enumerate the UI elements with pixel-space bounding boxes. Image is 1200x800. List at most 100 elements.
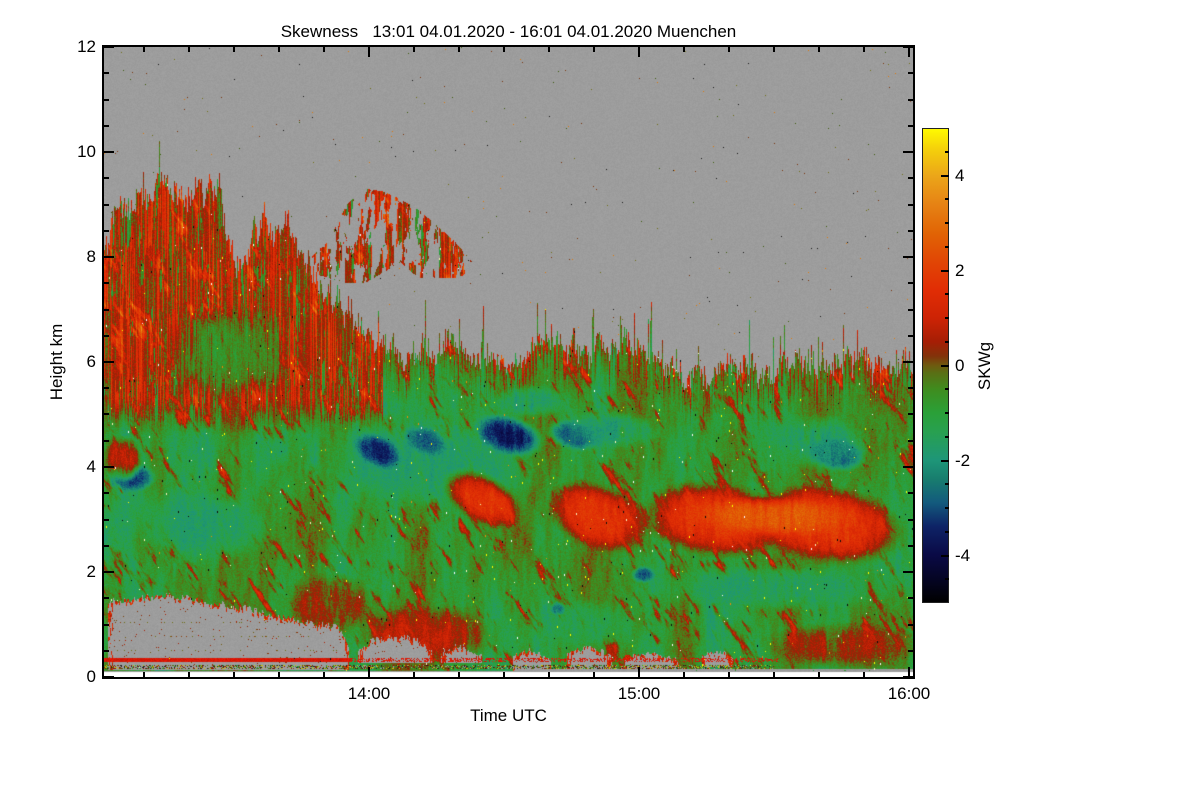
colorbar-major-tick (941, 555, 949, 557)
x-minor-tick (548, 672, 550, 677)
x-minor-tick (728, 47, 730, 52)
colorbar-minor-tick (945, 222, 949, 224)
x-minor-tick (818, 47, 820, 52)
y-major-tick (903, 46, 913, 48)
colorbar-minor-tick (945, 293, 949, 295)
colorbar-minor-tick (945, 246, 949, 248)
y-major-tick (903, 361, 913, 363)
y-minor-tick (908, 545, 913, 547)
y-minor-tick (908, 309, 913, 311)
x-minor-tick (413, 47, 415, 52)
x-minor-tick (503, 47, 505, 52)
colorbar-minor-tick (945, 531, 949, 533)
x-minor-tick (458, 672, 460, 677)
y-minor-tick (104, 177, 109, 179)
colorbar-tick-label: 2 (955, 261, 965, 280)
y-minor-tick (104, 597, 109, 599)
y-major-tick (104, 256, 114, 258)
y-minor-tick (908, 335, 913, 337)
y-minor-tick (908, 387, 913, 389)
x-tick-label: 16:00 (887, 684, 931, 703)
x-minor-tick (593, 47, 595, 52)
x-minor-tick (233, 672, 235, 677)
y-minor-tick (908, 624, 913, 626)
y-tick-label: 2 (86, 562, 96, 581)
y-major-tick (104, 466, 114, 468)
colorbar-minor-tick (945, 578, 949, 580)
y-tick-label: 4 (86, 457, 96, 476)
y-minor-tick (908, 125, 913, 127)
x-minor-tick (458, 47, 460, 52)
y-minor-tick (104, 387, 109, 389)
x-major-tick (908, 47, 910, 57)
x-minor-tick (548, 47, 550, 52)
colorbar-minor-tick (945, 507, 949, 509)
y-tick-label: 12 (77, 37, 96, 56)
y-major-tick (903, 256, 913, 258)
x-minor-tick (863, 47, 865, 52)
y-minor-tick (104, 492, 109, 494)
y-major-tick (104, 571, 114, 573)
x-minor-tick (593, 672, 595, 677)
y-minor-tick (104, 335, 109, 337)
x-major-tick (638, 667, 640, 677)
x-minor-tick (818, 672, 820, 677)
plot-frame (102, 45, 915, 679)
y-major-tick (104, 676, 114, 678)
colorbar-minor-tick (945, 412, 949, 414)
y-minor-tick (908, 597, 913, 599)
x-tick-label: 14:00 (347, 684, 391, 703)
y-minor-tick (104, 309, 109, 311)
y-minor-tick (908, 650, 913, 652)
x-minor-tick (278, 672, 280, 677)
x-minor-tick (683, 672, 685, 677)
x-minor-tick (683, 47, 685, 52)
colorbar-tick-label: -4 (955, 546, 971, 565)
y-tick-label: 6 (86, 352, 96, 371)
plot-title: Skewness 13:01 04.01.2020 - 16:01 04.01.… (280, 22, 737, 41)
y-major-tick (903, 466, 913, 468)
colorbar-minor-tick (945, 151, 949, 153)
y-minor-tick (908, 204, 913, 206)
colorbar-major-tick (941, 175, 949, 177)
colorbar-minor-tick (945, 436, 949, 438)
y-minor-tick (908, 99, 913, 101)
x-minor-tick (278, 47, 280, 52)
y-minor-tick (104, 650, 109, 652)
y-tick-label: 0 (86, 667, 96, 686)
x-major-tick (368, 47, 370, 57)
y-major-tick (104, 151, 114, 153)
y-minor-tick (104, 230, 109, 232)
y-minor-tick (908, 492, 913, 494)
x-minor-tick (728, 672, 730, 677)
y-minor-tick (908, 230, 913, 232)
colorbar-minor-tick (945, 317, 949, 319)
y-minor-tick (104, 624, 109, 626)
y-tick-label: 8 (86, 247, 96, 266)
x-minor-tick (413, 672, 415, 677)
x-major-tick (638, 47, 640, 57)
y-minor-tick (908, 177, 913, 179)
y-major-tick (104, 46, 114, 48)
y-minor-tick (908, 519, 913, 521)
x-major-tick (908, 667, 910, 677)
x-major-tick (368, 667, 370, 677)
y-minor-tick (104, 99, 109, 101)
x-minor-tick (773, 672, 775, 677)
y-minor-tick (908, 413, 913, 415)
y-minor-tick (908, 72, 913, 74)
x-minor-tick (863, 672, 865, 677)
y-major-tick (903, 151, 913, 153)
y-minor-tick (104, 72, 109, 74)
colorbar-minor-tick (945, 483, 949, 485)
y-major-tick (903, 676, 913, 678)
y-minor-tick (104, 545, 109, 547)
colorbar-minor-tick (945, 341, 949, 343)
x-minor-tick (143, 672, 145, 677)
y-major-tick (903, 571, 913, 573)
y-minor-tick (908, 282, 913, 284)
y-minor-tick (104, 519, 109, 521)
y-minor-tick (908, 440, 913, 442)
x-minor-tick (323, 672, 325, 677)
